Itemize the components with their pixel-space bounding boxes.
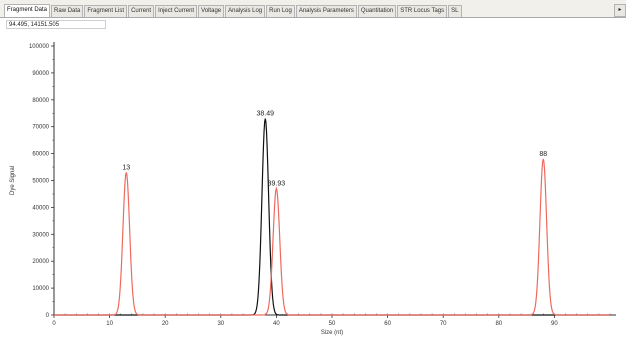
red-trace-line — [54, 158, 610, 316]
electropherogram-chart: 0 10000 20000 30000 40000 50000 60000 70000 8000… — [10, 42, 616, 336]
y-tick-label: 40000 — [32, 205, 49, 211]
y-tick-label: 10000 — [32, 286, 49, 292]
tab-current[interactable]: Current — [128, 5, 155, 17]
tab-quantitation[interactable]: Quantitation — [357, 5, 397, 17]
y-tick-label: 80000 — [32, 98, 49, 104]
chevron-right-icon[interactable]: ▸ — [614, 4, 626, 17]
tab-fragment-list[interactable]: Fragment List — [84, 5, 128, 17]
y-tick-label: 0 — [46, 313, 50, 319]
x-axis-label: Size (nt) — [321, 330, 343, 336]
y-tick-label: 60000 — [32, 152, 49, 158]
x-tick-label: 60 — [384, 321, 391, 327]
y-tick-label: 20000 — [32, 259, 49, 265]
x-tick-label: 50 — [329, 321, 336, 327]
x-tick-label: 20 — [162, 321, 169, 327]
y-tick-label: 70000 — [32, 125, 49, 131]
tab-str-locus-tags[interactable]: STR Locus Tags — [397, 5, 448, 17]
x-tick-label: 90 — [551, 321, 558, 327]
y-tick-label: 90000 — [32, 71, 49, 77]
x-tick-label: 80 — [495, 321, 502, 327]
y-tick-label: 100000 — [29, 44, 50, 50]
y-tick-label: 30000 — [32, 232, 49, 238]
peak-label: 13 — [122, 164, 130, 171]
x-tick-label: 10 — [106, 321, 113, 327]
tab-bar: Fragment Data Raw Data Fragment List Cur… — [0, 0, 626, 18]
tab-analysis-log[interactable]: Analysis Log — [225, 5, 266, 17]
tab-inject-current[interactable]: Inject Current — [155, 5, 198, 17]
x-tick-label: 0 — [52, 321, 56, 327]
tab-raw-data[interactable]: Raw Data — [51, 5, 84, 17]
black-trace-line — [54, 118, 610, 316]
tab-sl[interactable]: SL — [448, 5, 462, 17]
x-tick-label: 70 — [440, 321, 447, 327]
y-axis-label: Dye Signal — [10, 166, 16, 195]
x-tick-label: 40 — [273, 321, 280, 327]
tab-run-log[interactable]: Run Log — [266, 5, 295, 17]
tab-analysis-parameters[interactable]: Analysis Parameters — [295, 5, 357, 17]
peak-label: 88 — [539, 151, 547, 158]
cursor-readout: 94.495, 14151.505 — [6, 20, 106, 29]
tab-fragment-data[interactable]: Fragment Data — [4, 4, 51, 17]
x-tick-label: 30 — [217, 321, 224, 327]
tab-voltage[interactable]: Voltage — [198, 5, 225, 17]
peak-label: 39.93 — [268, 181, 286, 188]
peak-label: 38.49 — [257, 111, 275, 118]
y-tick-label: 50000 — [32, 179, 49, 185]
